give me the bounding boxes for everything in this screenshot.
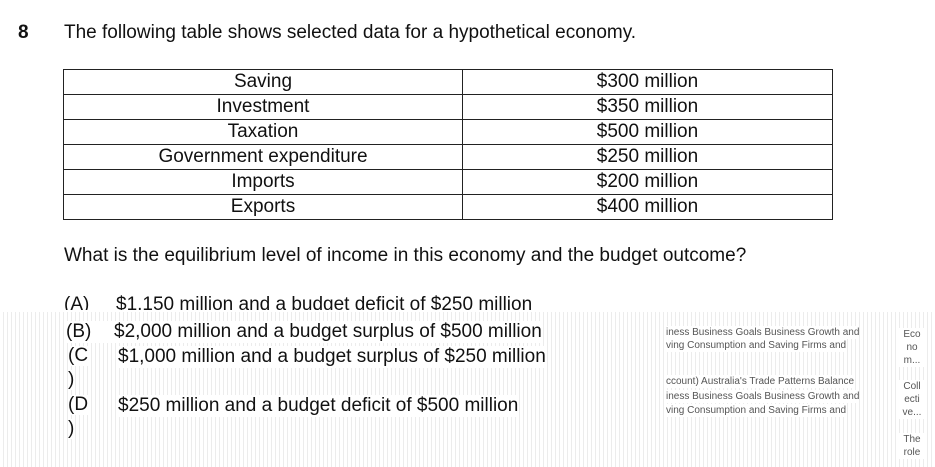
- watermark-line: iness Business Goals Business Growth and: [666, 326, 860, 339]
- option-b-text: $2,000 million and a budget surplus of $…: [114, 321, 542, 342]
- option-c-letter-open: (C: [68, 345, 89, 366]
- table-row: Government expenditure $250 million: [63, 144, 833, 170]
- question-number: 8: [18, 22, 29, 43]
- row-value: $200 million: [462, 169, 833, 195]
- table-row: Exports $400 million: [63, 194, 833, 220]
- option-d-letter-close: ): [68, 418, 75, 439]
- watermark-line: ving Consumption and Saving Firms and: [666, 404, 847, 417]
- row-value: $300 million: [462, 69, 833, 95]
- question-prompt: What is the equilibrium level of income …: [64, 245, 747, 266]
- option-d-text: $250 million and a budget deficit of $50…: [118, 395, 519, 416]
- option-b-letter: (B): [66, 321, 92, 342]
- side-label: Eco no m...: [897, 328, 927, 367]
- striped-overlay: (B) $2,000 million and a budget surplus o…: [0, 312, 935, 467]
- option-b[interactable]: (B) $2,000 million and a budget surplus o…: [66, 321, 542, 343]
- row-label: Taxation: [63, 119, 463, 145]
- option-a-letter: (A): [64, 294, 90, 310]
- economy-data-table: Saving $300 million Investment $350 millio…: [63, 69, 833, 220]
- row-label: Imports: [63, 169, 463, 195]
- table-row: Saving $300 million: [63, 69, 833, 95]
- watermark-line: ccount) Australia's Trade Patterns Balan…: [666, 375, 855, 388]
- option-d[interactable]: $250 million and a budget deficit of $50…: [118, 395, 519, 417]
- row-label: Saving: [63, 69, 463, 95]
- row-value: $350 million: [462, 94, 833, 120]
- row-label: Exports: [63, 194, 463, 220]
- row-value: $400 million: [462, 194, 833, 220]
- option-c-text: $1,000 million and a budget surplus of $…: [118, 346, 546, 367]
- table-row: Taxation $500 million: [63, 119, 833, 145]
- table-row: Imports $200 million: [63, 169, 833, 195]
- option-a-text: $1,150 million and a budget deficit of $…: [116, 294, 533, 310]
- watermark-line: ving Consumption and Saving Firms and: [666, 339, 847, 352]
- row-value: $500 million: [462, 119, 833, 145]
- option-d-letter-open: (D: [68, 394, 89, 415]
- option-c-letter-close: ): [68, 369, 75, 390]
- row-label: Government expenditure: [63, 144, 463, 170]
- row-label: Investment: [63, 94, 463, 120]
- question-intro: The following table shows selected data …: [64, 22, 637, 43]
- table-row: Investment $350 million: [63, 94, 833, 120]
- side-label: Coll ecti ve...: [897, 380, 927, 419]
- side-label: The role: [897, 433, 927, 459]
- row-value: $250 million: [462, 144, 833, 170]
- option-a[interactable]: (A) $1,150 million and a budget deficit o…: [64, 294, 532, 310]
- option-c[interactable]: $1,000 million and a budget surplus of $…: [118, 346, 546, 368]
- watermark-line: iness Business Goals Business Growth and: [666, 390, 860, 403]
